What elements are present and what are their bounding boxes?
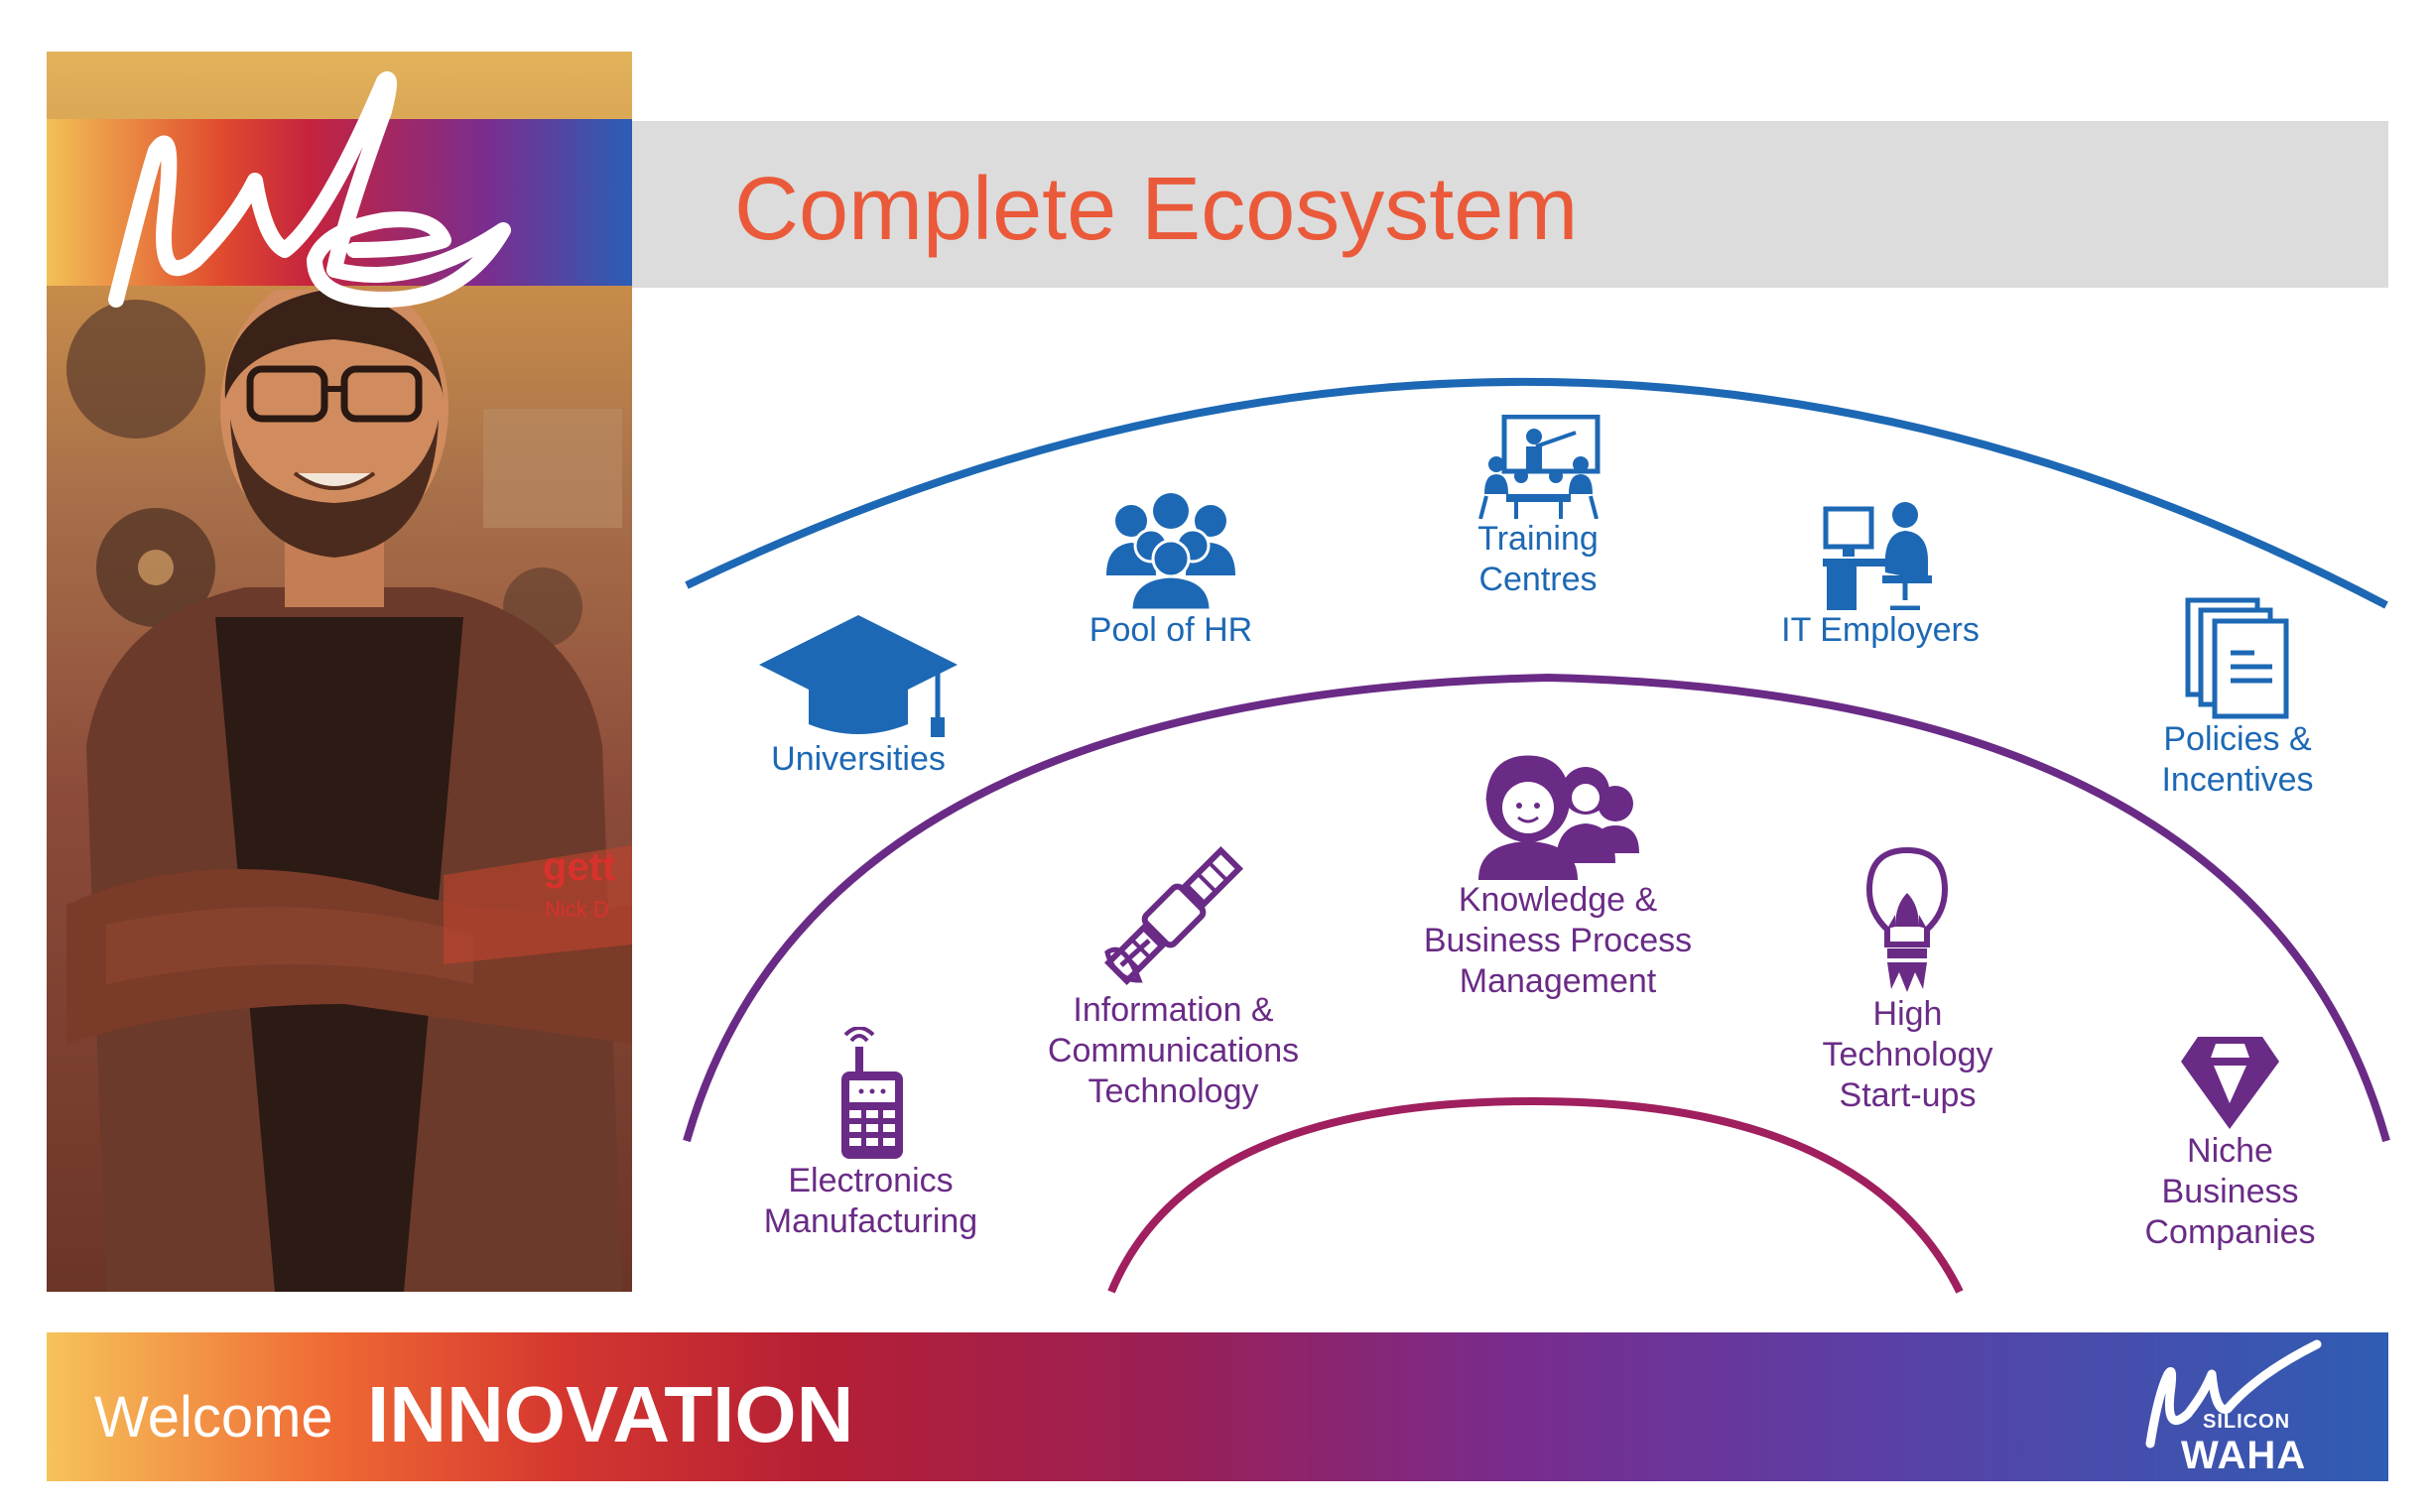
universities-label: Universities: [771, 740, 946, 778]
item-high-tech-startups: High Technology Start-ups: [1786, 845, 2029, 1116]
title-bar: [632, 121, 2388, 288]
item-policies-incentives: Policies & Incentives: [2114, 595, 2362, 801]
lightbulb-rocket-icon: [1865, 846, 1949, 992]
niche-business-label: Niche Business Companies: [2144, 1132, 2316, 1251]
item-pool-of-hr: Pool of HR: [1052, 491, 1290, 651]
photo-overlay-text: gett: [543, 845, 616, 889]
page-title: Complete Ecosystem: [734, 160, 1579, 259]
mobile-phone-icon: [840, 1027, 903, 1159]
item-it-employers: IT Employers: [1756, 501, 2004, 651]
it-employers-label: IT Employers: [1781, 611, 1980, 649]
training-centres-label: Training Centres: [1477, 520, 1599, 598]
computer-desk-icon: [1823, 502, 1932, 610]
electronics-manufacturing-label: Electronics Manufacturing: [763, 1162, 978, 1240]
logo-text-bottom: WAHA: [2181, 1434, 2307, 1477]
footer-banner: [47, 1332, 2388, 1481]
we-logo: [108, 71, 511, 308]
call-center-icon: [1478, 755, 1639, 880]
portrait-photo: [66, 290, 632, 1292]
graduation-cap-icon: [759, 615, 958, 737]
footer-welcome-text: Welcome: [94, 1385, 333, 1449]
knowledge-bpm-label: Knowledge & Business Process Management: [1423, 881, 1693, 1000]
inner-arc: [1107, 1096, 1964, 1294]
item-niche-business: Niche Business Companies: [2109, 1032, 2352, 1253]
item-training-centres: Training Centres: [1419, 415, 1657, 600]
item-electronics-manufacturing: Electronics Manufacturing: [739, 1027, 1002, 1242]
footer-highlight-text: INNOVATION: [367, 1370, 854, 1458]
photo-panel: gett Nick D: [47, 52, 632, 1292]
outer-arc: [685, 377, 2388, 609]
ict-label: Information & Communications Technology: [1047, 991, 1300, 1110]
satellite-icon: [1103, 845, 1243, 986]
photo-overlay-subtext: Nick D: [545, 897, 609, 922]
item-ict: Information & Communications Technology: [1032, 841, 1315, 1112]
documents-icon: [2185, 597, 2289, 719]
high-tech-startups-label: High Technology Start-ups: [1822, 995, 1993, 1114]
item-universities: Universities: [729, 610, 987, 780]
pool-of-hr-label: Pool of HR: [1089, 611, 1253, 649]
people-group-icon: [1106, 493, 1235, 610]
silicon-waha-logo: [2145, 1339, 2322, 1449]
diamond-icon: [2181, 1037, 2279, 1129]
policies-incentives-label: Policies & Incentives: [2161, 720, 2314, 799]
classroom-icon: [1477, 415, 1600, 519]
item-knowledge-bpm: Knowledge & Business Process Management: [1404, 746, 1712, 1002]
logo-text-top: SILICON: [2203, 1411, 2291, 1433]
middle-arc: [683, 673, 2390, 1143]
